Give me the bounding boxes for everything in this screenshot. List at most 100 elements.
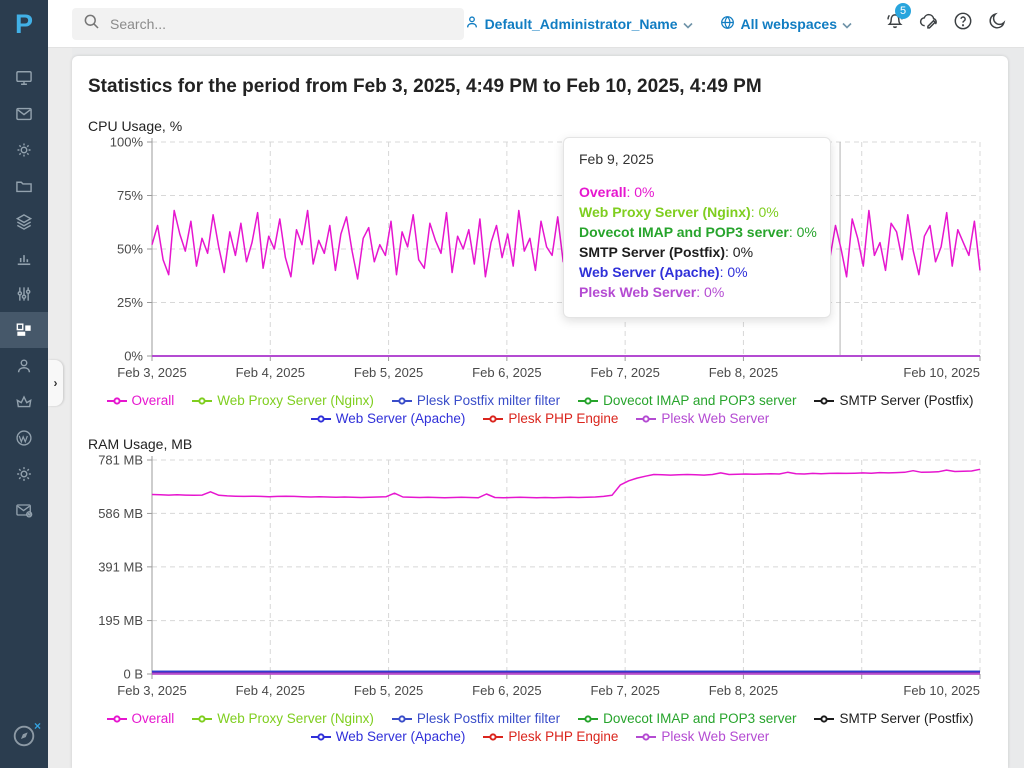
chevron-down-icon xyxy=(842,16,852,32)
sidebar-expand-chevron[interactable]: › xyxy=(48,360,63,406)
legend-marker-icon xyxy=(192,396,213,405)
notifications-button[interactable]: 5 xyxy=(878,2,912,41)
legend-item[interactable]: SMTP Server (Postfix) xyxy=(814,393,973,408)
legend-label: Dovecot IMAP and POP3 server xyxy=(603,711,797,726)
sidebar-item-mail[interactable] xyxy=(0,96,48,132)
legend-row: Overall Web Proxy Server (Nginx) Plesk Pos… xyxy=(106,711,973,726)
subscriptions-crown-icon xyxy=(14,392,34,412)
sidebar-nav xyxy=(0,60,48,528)
search-input[interactable] xyxy=(108,14,453,33)
notifications-badge: 5 xyxy=(895,2,911,19)
mail-restriction-icon xyxy=(14,500,34,520)
account-name: Default_Administrator_Name xyxy=(484,15,678,32)
legend-item[interactable]: Dovecot IMAP and POP3 server xyxy=(578,711,796,726)
legend-label: Dovecot IMAP and POP3 server xyxy=(603,393,797,408)
legend-row: Web Server (Apache) Plesk PHP Engine Plesk… xyxy=(310,729,769,744)
files-folder-icon xyxy=(14,176,34,196)
advisor-close-icon[interactable]: × xyxy=(34,719,42,733)
legend-item[interactable]: SMTP Server (Postfix) xyxy=(814,711,973,726)
svg-text:75%: 75% xyxy=(117,188,143,203)
legend-item[interactable]: Dovecot IMAP and POP3 server xyxy=(578,393,796,408)
feedback-button[interactable] xyxy=(912,7,946,41)
sidebar-item-subscriptions[interactable] xyxy=(0,384,48,420)
sidebar-item-websites[interactable] xyxy=(0,60,48,96)
sidebar-item-statistics[interactable] xyxy=(0,240,48,276)
svg-text:781 MB: 781 MB xyxy=(98,453,143,468)
sidebar-item-services[interactable] xyxy=(0,204,48,240)
legend-row: Web Server (Apache) Plesk PHP Engine Plesk… xyxy=(310,411,769,426)
legend-marker-icon xyxy=(483,732,504,741)
account-menu[interactable]: Default_Administrator_Name xyxy=(464,14,693,33)
sidebar-item-extensions[interactable] xyxy=(0,312,48,348)
legend-marker-icon xyxy=(636,732,657,741)
webspaces-menu[interactable]: All webspaces xyxy=(719,14,853,34)
ram-chart-wrap: 781 MB 586 MB 391 MB 195 MB 0 B Feb 3, 2025 Fe… xyxy=(88,452,992,709)
legend-marker-icon xyxy=(106,714,127,723)
tooltip-row: Web Proxy Server (Nginx): 0% xyxy=(579,204,779,220)
sidebar-item-seo-toolkit[interactable] xyxy=(0,456,48,492)
feedback-cloud-icon xyxy=(918,10,940,37)
sidebar-gutter xyxy=(48,48,72,768)
users-person-icon xyxy=(14,356,34,376)
legend-row: Overall Web Proxy Server (Nginx) Plesk Pos… xyxy=(106,393,973,408)
legend-item[interactable]: Overall xyxy=(106,393,175,408)
help-button[interactable] xyxy=(946,7,980,41)
legend-marker-icon xyxy=(814,396,835,405)
advisor-compass-icon xyxy=(11,723,37,754)
legend-label: Plesk Web Server xyxy=(661,729,770,744)
svg-text:0 B: 0 B xyxy=(123,667,143,682)
advisor-button[interactable] xyxy=(0,716,48,760)
search-box[interactable] xyxy=(72,7,464,40)
websites-monitor-icon xyxy=(14,68,34,88)
seo-toolkit-icon xyxy=(14,464,34,484)
sidebar-item-wordpress[interactable] xyxy=(0,420,48,456)
legend-label: Overall xyxy=(131,393,175,408)
legend-marker-icon xyxy=(814,714,835,723)
svg-text:Feb 7, 2025: Feb 7, 2025 xyxy=(590,683,659,698)
sidebar-item-files[interactable] xyxy=(0,168,48,204)
legend-item[interactable]: Web Proxy Server (Nginx) xyxy=(192,393,374,408)
legend-marker-icon xyxy=(192,714,213,723)
sidebar-item-settings[interactable] xyxy=(0,132,48,168)
legend-label: Plesk Web Server xyxy=(661,411,770,426)
dark-mode-toggle[interactable] xyxy=(980,7,1014,41)
legend-item[interactable]: Plesk Postfix milter filter xyxy=(391,393,561,408)
svg-text:Feb 4, 2025: Feb 4, 2025 xyxy=(236,683,305,698)
legend-item[interactable]: Plesk PHP Engine xyxy=(483,729,618,744)
svg-text:Feb 4, 2025: Feb 4, 2025 xyxy=(236,365,305,380)
legend-item[interactable]: Web Server (Apache) xyxy=(310,729,465,744)
svg-text:100%: 100% xyxy=(110,135,144,150)
tooltip-rows: Overall: 0% Web Proxy Server (Nginx): 0% D… xyxy=(579,182,817,302)
cpu-usage-chart[interactable]: 100% 75% 50% 25% 0%Feb 3, 2025 Feb 4, 2025 Feb… xyxy=(88,134,988,386)
page-title: Statistics for the period from Feb 3, 20… xyxy=(88,76,762,97)
svg-text:50%: 50% xyxy=(117,242,143,257)
sidebar-item-mail-restriction[interactable] xyxy=(0,492,48,528)
legend-item[interactable]: Plesk PHP Engine xyxy=(483,411,618,426)
webspaces-label: All webspaces xyxy=(740,15,838,32)
svg-text:Feb 7, 2025: Feb 7, 2025 xyxy=(590,365,659,380)
legend-item[interactable]: Overall xyxy=(106,711,175,726)
legend-item[interactable]: Plesk Web Server xyxy=(636,729,769,744)
legend-item[interactable]: Plesk Postfix milter filter xyxy=(391,711,560,726)
svg-text:Feb 10, 2025: Feb 10, 2025 xyxy=(903,683,980,698)
sidebar-item-tools[interactable] xyxy=(0,276,48,312)
legend-label: Web Proxy Server (Nginx) xyxy=(217,393,374,408)
topbar-right: Default_Administrator_Name All webspaces… xyxy=(464,2,1014,41)
legend-item[interactable]: Web Proxy Server (Nginx) xyxy=(192,711,374,726)
sidebar-item-users[interactable] xyxy=(0,348,48,384)
svg-text:Feb 10, 2025: Feb 10, 2025 xyxy=(903,365,980,380)
plesk-logo[interactable]: P xyxy=(14,8,33,39)
legend-item[interactable]: Web Server (Apache) xyxy=(310,411,465,426)
svg-text:195 MB: 195 MB xyxy=(98,613,143,628)
tooltip-row: Plesk Web Server: 0% xyxy=(579,284,725,300)
legend-label: Overall xyxy=(131,711,175,726)
legend-item[interactable]: Plesk Web Server xyxy=(636,411,769,426)
svg-text:0%: 0% xyxy=(124,349,143,364)
legend-label: Plesk PHP Engine xyxy=(508,411,619,426)
legend-label: Web Proxy Server (Nginx) xyxy=(217,711,374,726)
legend-label: Plesk Postfix milter filter xyxy=(416,393,561,408)
svg-text:586 MB: 586 MB xyxy=(98,506,143,521)
tooltip-row: Dovecot IMAP and POP3 server: 0% xyxy=(579,224,817,240)
legend-marker-icon xyxy=(578,714,599,723)
